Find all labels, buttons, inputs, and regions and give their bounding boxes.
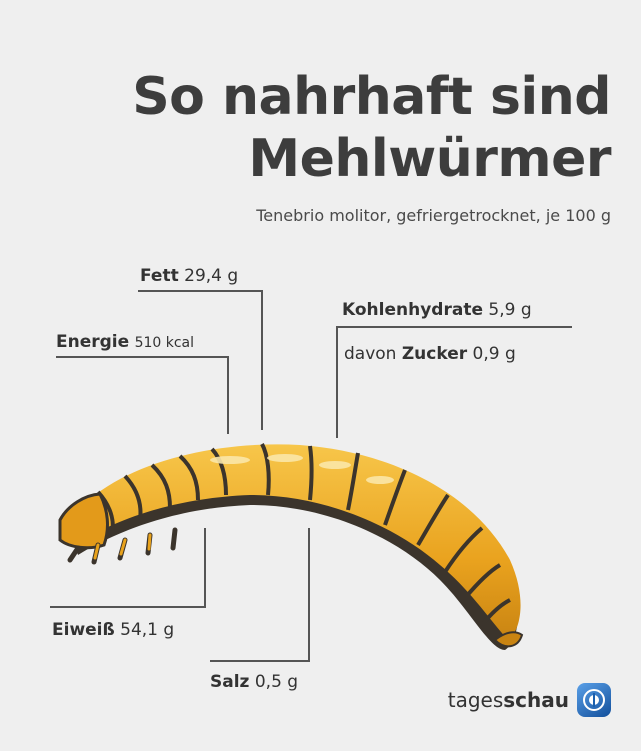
tagesschau-logo-icon xyxy=(577,683,611,717)
zucker-name: Zucker xyxy=(401,344,468,364)
kohlenhydrate-name: Kohlenhydrate xyxy=(342,300,483,320)
salz-label: Salz 0,5 g xyxy=(210,672,298,692)
eiweiss-name: Eiweiß xyxy=(52,620,115,640)
eiweiss-leader-h xyxy=(50,606,206,608)
title-line-1: So nahrhaft sind xyxy=(132,67,611,127)
subtitle: Tenebrio molitor, gefriergetrocknet, je … xyxy=(256,206,611,225)
title-line-2: Mehlwürmer xyxy=(248,129,611,189)
energie-name: Energie xyxy=(56,332,130,352)
energie-label: Energie 510 kcal xyxy=(56,332,194,352)
fett-leader-v xyxy=(261,290,263,430)
fett-value: 29,4 g xyxy=(184,266,239,286)
brand-wordmark: tagesschau xyxy=(448,688,569,712)
energie-leader-h xyxy=(56,356,228,358)
energie-value: 510 kcal xyxy=(134,335,195,351)
fett-name: Fett xyxy=(140,266,179,286)
eiweiss-leader-v xyxy=(204,528,206,608)
brand-light: tages xyxy=(447,688,504,712)
eiweiss-label: Eiweiß 54,1 g xyxy=(52,620,174,640)
kohlenhydrate-label: Kohlenhydrate 5,9 g xyxy=(342,300,532,320)
salz-leader-v xyxy=(308,528,310,662)
kohlenhydrate-leader-v xyxy=(336,326,338,438)
eiweiss-value: 54,1 g xyxy=(120,620,175,640)
fett-label: Fett 29,4 g xyxy=(140,266,238,286)
brand-bold: schau xyxy=(503,688,569,712)
salz-name: Salz xyxy=(210,672,250,692)
fett-leader-h xyxy=(138,290,262,292)
zucker-label: davon Zucker 0,9 g xyxy=(344,344,516,364)
kohlenhydrate-value: 5,9 g xyxy=(488,300,532,320)
salz-value: 0,5 g xyxy=(254,672,299,692)
salz-leader-h xyxy=(210,660,310,662)
page-title: So nahrhaft sind Mehlwürmer xyxy=(132,66,611,190)
kohlenhydrate-leader-h xyxy=(336,326,572,328)
brand: tagesschau xyxy=(448,683,611,717)
energie-leader-v xyxy=(227,356,229,434)
zucker-value: 0,9 g xyxy=(472,344,516,364)
zucker-prefix: davon xyxy=(344,344,397,364)
